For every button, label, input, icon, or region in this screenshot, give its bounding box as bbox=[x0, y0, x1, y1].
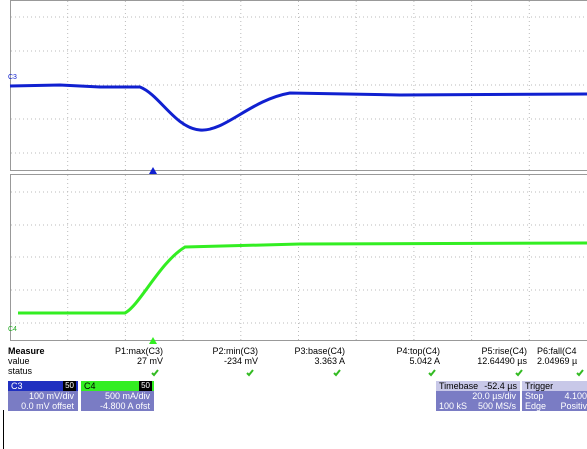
c4-trigger-marker bbox=[149, 337, 157, 344]
measure-name: P4:top(C4) bbox=[396, 346, 440, 356]
c4-name: C4 bbox=[81, 381, 154, 391]
measure-value: 5.042 A bbox=[409, 356, 440, 366]
c3-offset: 0.0 mV offset bbox=[21, 401, 74, 411]
c4-marker: C4 bbox=[8, 326, 17, 333]
status-check bbox=[576, 369, 584, 377]
measure-name: P1:max(C3) bbox=[114, 346, 163, 356]
c3-scale: 100 mV/div bbox=[28, 391, 74, 401]
measure-value: 27 mV bbox=[136, 356, 163, 366]
status-check bbox=[515, 369, 523, 377]
grid-lines bbox=[11, 1, 587, 340]
c3-box[interactable]: C3 50 100 mV/div 0.0 mV offset bbox=[8, 381, 78, 411]
measure-value: -234 mV bbox=[223, 356, 258, 366]
status-check bbox=[151, 369, 159, 377]
c4-trace bbox=[18, 241, 587, 315]
measure-name: P2:min(C3) bbox=[212, 346, 258, 356]
c4-box[interactable]: C4 50 500 mA/div -4.800 A ofst bbox=[81, 381, 154, 411]
status-check bbox=[246, 369, 254, 377]
measure-value: 12.64490 µs bbox=[477, 356, 527, 366]
measure-value: 3.363 A bbox=[314, 356, 345, 366]
measure-title: Measure bbox=[8, 346, 45, 356]
measure-name: P3:base(C4) bbox=[294, 346, 345, 356]
status-checks bbox=[151, 369, 584, 377]
trigger-type: Edge bbox=[525, 401, 547, 411]
timebase-box[interactable]: Timebase -52.4 µs 20.0 µs/div 100 kS 500 … bbox=[436, 381, 520, 411]
measure-name: P6:fall(C4 bbox=[537, 346, 577, 356]
c3-tag: 50 bbox=[63, 381, 76, 391]
row-label: value bbox=[8, 356, 30, 366]
trigger-box[interactable]: Trigger Stop 4.100 Edge Positiv bbox=[522, 381, 587, 411]
c3-trace bbox=[9, 83, 587, 132]
timebase-per-div: 20.0 µs/div bbox=[472, 391, 516, 401]
status-check bbox=[428, 369, 436, 377]
timebase-delay: -52.4 µs bbox=[484, 381, 517, 391]
c4-scale: 500 mA/div bbox=[104, 391, 150, 401]
timebase-samples: 100 kS bbox=[439, 401, 468, 411]
c4-tag: 50 bbox=[139, 381, 152, 391]
trigger-level: 4.100 bbox=[564, 391, 587, 401]
trigger-mode: Stop bbox=[525, 391, 544, 401]
measure-name: P5:rise(C4) bbox=[481, 346, 527, 356]
c3-name: C3 bbox=[8, 381, 78, 391]
trigger-slope: Positiv bbox=[560, 401, 587, 411]
c3-trigger-marker bbox=[149, 167, 157, 174]
status-check bbox=[333, 369, 341, 377]
measure-value: 2.04969 µ bbox=[537, 356, 578, 366]
trigger-title: Trigger bbox=[522, 381, 587, 391]
c3-marker: C3 bbox=[8, 74, 17, 81]
c4-offset: -4.800 A ofst bbox=[99, 401, 150, 411]
timebase-title: Timebase bbox=[439, 381, 479, 391]
row-label: status bbox=[8, 366, 33, 376]
timebase-rate: 500 MS/s bbox=[477, 401, 516, 411]
